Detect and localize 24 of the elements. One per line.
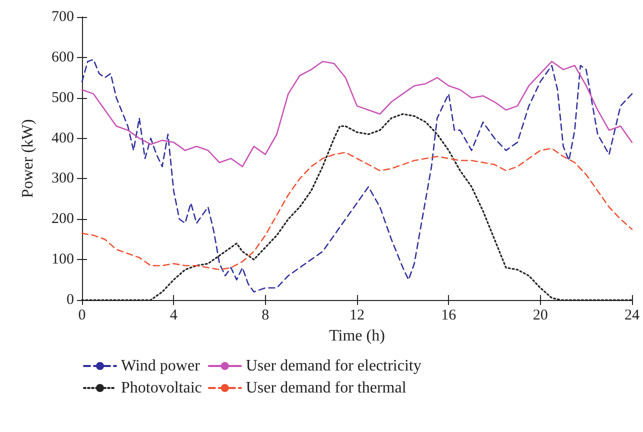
y-tick-label: 0: [66, 292, 74, 308]
x-tick-label: 20: [532, 308, 548, 324]
y-tick-label: 700: [52, 9, 74, 25]
line-series: [81, 148, 633, 270]
x-tick-label: 8: [262, 308, 270, 324]
x-axis-title: Time (h): [329, 327, 385, 344]
x-tick-label: 0: [78, 308, 86, 324]
x-tick-label: 4: [170, 308, 178, 324]
x-tick-label: 16: [441, 308, 457, 324]
y-tick-label: 200: [52, 211, 74, 228]
legend-label: User demand for electricity: [246, 358, 422, 374]
line-series: [81, 60, 633, 168]
y-tick-label: 100: [52, 252, 74, 268]
legend-label: Photovoltaic: [121, 380, 202, 396]
y-tick-label: 300: [52, 170, 74, 187]
x-tick-label: 24: [624, 308, 640, 324]
y-axis-title: Power (kW): [20, 119, 36, 198]
legend-label: Wind power: [121, 358, 201, 374]
legend-label: User demand for thermal: [246, 380, 407, 396]
y-tick-label: 600: [52, 49, 74, 66]
y-tick-label: 400: [52, 130, 74, 146]
y-tick-label: 500: [52, 90, 74, 106]
x-tick-label: 12: [350, 308, 364, 324]
line-series: [81, 58, 633, 293]
